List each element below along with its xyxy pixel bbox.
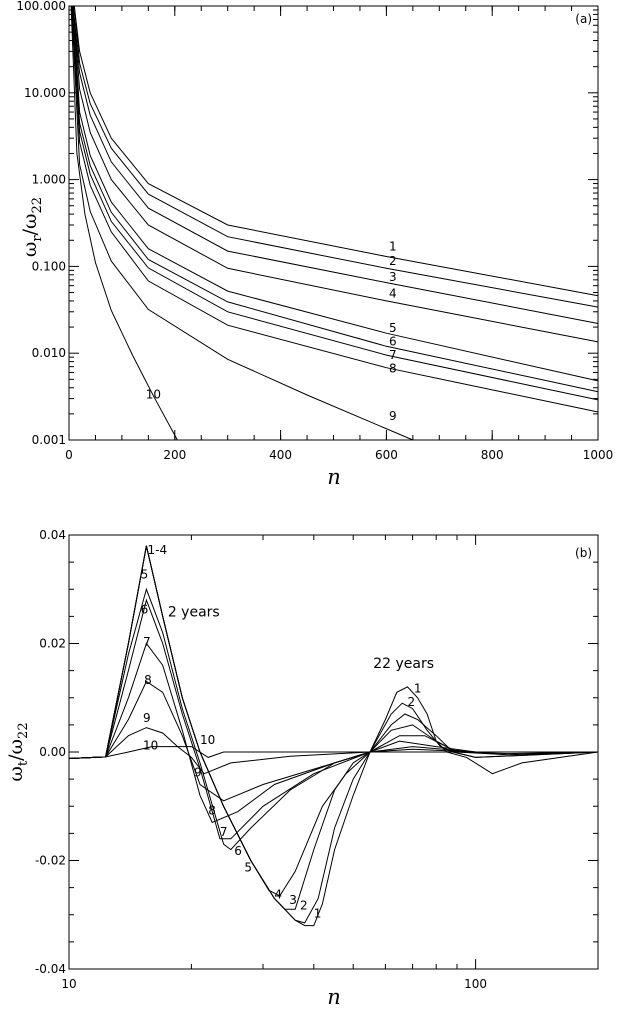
b-series-7 (68, 642, 598, 824)
panel-b-tag: (b) (575, 546, 592, 560)
a-series-8 (71, 5, 599, 413)
panel-b-y-label-main2: ω (5, 739, 27, 755)
b-curve-label: 9 (194, 765, 202, 779)
b-ytick-label: -0.04 (35, 962, 66, 976)
a-xtick-label: 400 (269, 448, 292, 462)
b-curve-label: 5 (244, 860, 252, 874)
panel-a-series (70, 5, 599, 441)
a-curve-label: 2 (389, 254, 397, 268)
panel-b-y-label-text: ωt/ω22 (5, 722, 31, 781)
b-ytick-label: 0.00 (39, 745, 66, 759)
panel-b-y-axis-label: ωt/ω22 (5, 722, 31, 781)
panel-a-y-label-sub: r (30, 235, 45, 242)
a-curve-label: 9 (389, 409, 397, 423)
a-series-10 (70, 5, 178, 441)
b-series-5 (68, 587, 599, 851)
panel-b-y-label-main: ω (5, 766, 27, 782)
b-curve-label: 6 (141, 603, 149, 617)
b-curve-label: 10 (143, 738, 158, 752)
b-curve-label: 8 (144, 673, 152, 687)
a-curve-label: 7 (389, 348, 397, 362)
b-curve-label: 4 (274, 887, 282, 901)
a-curve-label: 6 (389, 335, 397, 349)
a-series-5 (72, 5, 599, 382)
b-annotation: 22 years (373, 656, 434, 672)
b-series-8 (68, 680, 598, 802)
panel-a-tag: (a) (575, 12, 592, 26)
a-ytick-label: 1.000 (32, 173, 66, 187)
b-series-2 (68, 545, 599, 924)
b-curve-label: 1 (314, 906, 322, 920)
b-xtick-label: 100 (464, 977, 487, 991)
panel-a: 0 200 400 600 800 1000 0.001 0.010 0.100 1.000 10.… (16, 0, 613, 489)
b-curve-label: 9 (143, 711, 151, 725)
b-curve-label: 3 (289, 893, 297, 907)
a-curve-label: 3 (389, 270, 397, 284)
b-ytick-label: 0.04 (39, 528, 66, 542)
panel-a-y-label-main: ω (19, 242, 41, 258)
panel-a-y-label-sub2: 22 (30, 197, 45, 214)
a-xtick-label: 1000 (583, 448, 614, 462)
b-annotation: 2 years (168, 604, 220, 620)
a-series-4 (72, 5, 599, 343)
b-curve-label: 7 (220, 825, 228, 839)
panel-a-y-label-text: ωr/ω22 (19, 197, 45, 257)
a-curve-label: 5 (389, 321, 397, 335)
b-xtick-label: 10 (61, 977, 76, 991)
panel-a-y-label-main2: ω (19, 213, 41, 229)
b-series-1 (68, 545, 599, 927)
b-series-6 (68, 598, 598, 840)
a-ytick-label: 100.000 (16, 0, 66, 13)
a-curve-label: 8 (389, 361, 397, 375)
panel-b-axes: 10 100 -0.04 -0.02 0.00 0.02 0.04 (35, 528, 599, 991)
panel-b-series (68, 545, 599, 927)
panel-a-x-axis-label: n (327, 465, 341, 489)
b-curve-label: 8 (208, 803, 216, 817)
panel-a-y-axis-label: ωr/ω22 (19, 197, 45, 257)
panel-a-axes: 0 200 400 600 800 1000 0.001 0.010 0.100 1.000 10.… (16, 0, 613, 462)
a-curve-label: 1 (389, 240, 397, 254)
panel-a-y-label-slash: / (19, 228, 41, 235)
a-series-7 (71, 5, 599, 401)
a-curve-label: 10 (146, 388, 161, 402)
b-series-10 (68, 746, 598, 759)
b-curve-label: 7 (143, 635, 151, 649)
panel-b-y-label-sub: t (16, 760, 31, 766)
a-ytick-label: 0.001 (32, 433, 66, 447)
a-xtick-label: 800 (481, 448, 504, 462)
b-series-4 (68, 545, 599, 897)
b-ytick-label: -0.02 (35, 854, 66, 868)
a-xtick-label: 600 (375, 448, 398, 462)
a-ytick-label: 10.000 (24, 86, 66, 100)
a-xtick-label: 0 (65, 448, 73, 462)
b-curve-label: 2 (300, 898, 308, 912)
b-curve-label: 6 (234, 844, 242, 858)
panel-b-y-label-slash: / (5, 754, 27, 761)
a-series-1 (73, 5, 599, 297)
panel-b-y-label-sub2: 22 (16, 722, 31, 739)
b-curve-label: 5 (141, 567, 149, 581)
a-curve-label: 4 (389, 286, 397, 300)
a-series-9 (71, 5, 414, 441)
panel-b-x-axis-label: n (327, 985, 341, 1009)
a-ytick-label: 0.100 (32, 259, 66, 273)
a-series-3 (72, 5, 599, 324)
a-series-2 (73, 5, 599, 308)
b-curve-label: 2 (407, 695, 415, 709)
a-xtick-label: 200 (163, 448, 186, 462)
b-curve-label: 1 (414, 681, 422, 695)
b-curve-label: 1-4 (148, 543, 168, 557)
b-ytick-label: 0.02 (39, 637, 66, 651)
a-ytick-label: 0.010 (32, 346, 66, 360)
b-curve-label: 10 (200, 733, 215, 747)
a-series-6 (71, 5, 599, 393)
